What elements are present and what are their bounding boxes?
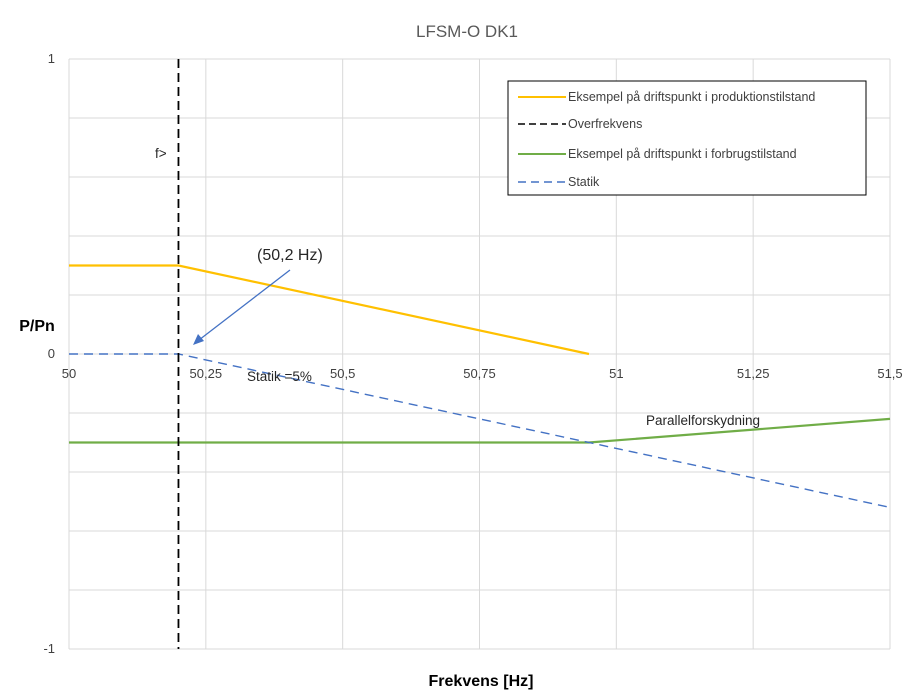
y-axis-label: P/Pn — [19, 318, 55, 335]
legend-label-overfrequency: Overfrekvens — [568, 117, 642, 131]
x-tick-label: 50 — [62, 366, 76, 381]
legend-item-statik: Statik — [518, 175, 600, 189]
overfrequency-marker-label: f> — [155, 146, 167, 161]
legend-label-statik: Statik — [568, 175, 600, 189]
x-tick-label: 50,75 — [463, 366, 496, 381]
legend-item-production: Eksempel på driftspunkt i produktionstil… — [518, 90, 815, 104]
legend-item-overfrequency: Overfrekvens — [518, 117, 642, 131]
y-tick-label: 0 — [48, 346, 55, 361]
legend: Eksempel på driftspunkt i produktionstil… — [507, 80, 867, 196]
x-tick-label: 51,5 — [877, 366, 902, 381]
series-lines — [69, 59, 891, 649]
tick-labels: 50 50,25 50,5 50,75 51 51,25 51,5 1 0 -1 — [43, 51, 902, 656]
x-tick-label: 50,25 — [190, 366, 223, 381]
y-tick-label: 1 — [48, 51, 55, 66]
chart-title: LFSM-O DK1 — [416, 22, 518, 41]
x-tick-label: 51 — [609, 366, 623, 381]
parallel-shift-annotation: Parallelforskydning — [646, 413, 760, 428]
x-tick-label: 51,25 — [737, 366, 770, 381]
annotation-arrow — [193, 269, 291, 345]
x-axis-label: Frekvens [Hz] — [429, 673, 534, 690]
frequency-annotation: (50,2 Hz) — [257, 247, 323, 264]
y-tick-label: -1 — [43, 641, 55, 656]
legend-label-consumption: Eksempel på driftspunkt i forbrugstilsta… — [568, 147, 797, 161]
legend-item-consumption: Eksempel på driftspunkt i forbrugstilsta… — [518, 147, 797, 161]
legend-label-production: Eksempel på driftspunkt i produktionstil… — [568, 90, 815, 104]
x-tick-label: 50,5 — [330, 366, 355, 381]
series-line-production — [69, 264, 590, 356]
statik-annotation: Statik =5% — [247, 369, 312, 384]
